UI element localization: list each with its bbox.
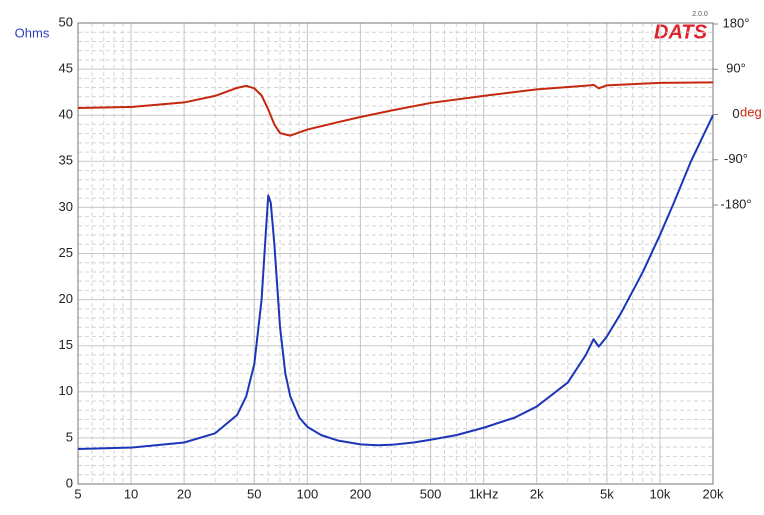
y-tick-label: 45	[59, 61, 73, 76]
x-tick-label: 20k	[703, 486, 724, 501]
version: 2.0.0	[692, 11, 708, 18]
y2-axis-label: deg	[740, 104, 762, 119]
y-axis-label: Ohms	[15, 25, 50, 40]
x-tick-label: 100	[297, 486, 319, 501]
x-tick-label: 10	[124, 486, 138, 501]
series-line	[77, 114, 714, 450]
y-tick-label: 30	[59, 199, 73, 214]
x-tick-label: 2k	[530, 486, 544, 501]
y-tick-label: 0	[66, 475, 73, 490]
grid	[77, 22, 714, 485]
x-tick-label: 5	[74, 486, 81, 501]
plot-frame	[77, 22, 714, 485]
x-tick-label: 50	[247, 486, 261, 501]
y-tick-label: 20	[59, 291, 73, 306]
y-tick-label: 10	[59, 383, 73, 398]
y2-tick-label: -90°	[724, 151, 748, 166]
x-tick-label: 500	[420, 486, 442, 501]
y-tick-label: 40	[59, 107, 73, 122]
y-tick-label: 5	[66, 429, 73, 444]
y-tick-label: 50	[59, 14, 73, 29]
y-tick-label: 15	[59, 337, 73, 352]
series-line	[77, 81, 714, 137]
y2-tick-label: -180°	[720, 196, 751, 211]
y2-tick-label: 0	[732, 106, 739, 121]
y2-tick-label: 180°	[723, 15, 750, 30]
x-tick-label: 20	[177, 486, 191, 501]
y-tick-label: 35	[59, 153, 73, 168]
x-tick-label: 5k	[600, 486, 614, 501]
x-tick-label: 200	[350, 486, 372, 501]
y2-tick-label: 90°	[726, 61, 746, 76]
x-tick-label: 1kHz	[469, 486, 499, 501]
x-tick-label: 10k	[649, 486, 670, 501]
y-tick-label: 25	[59, 245, 73, 260]
